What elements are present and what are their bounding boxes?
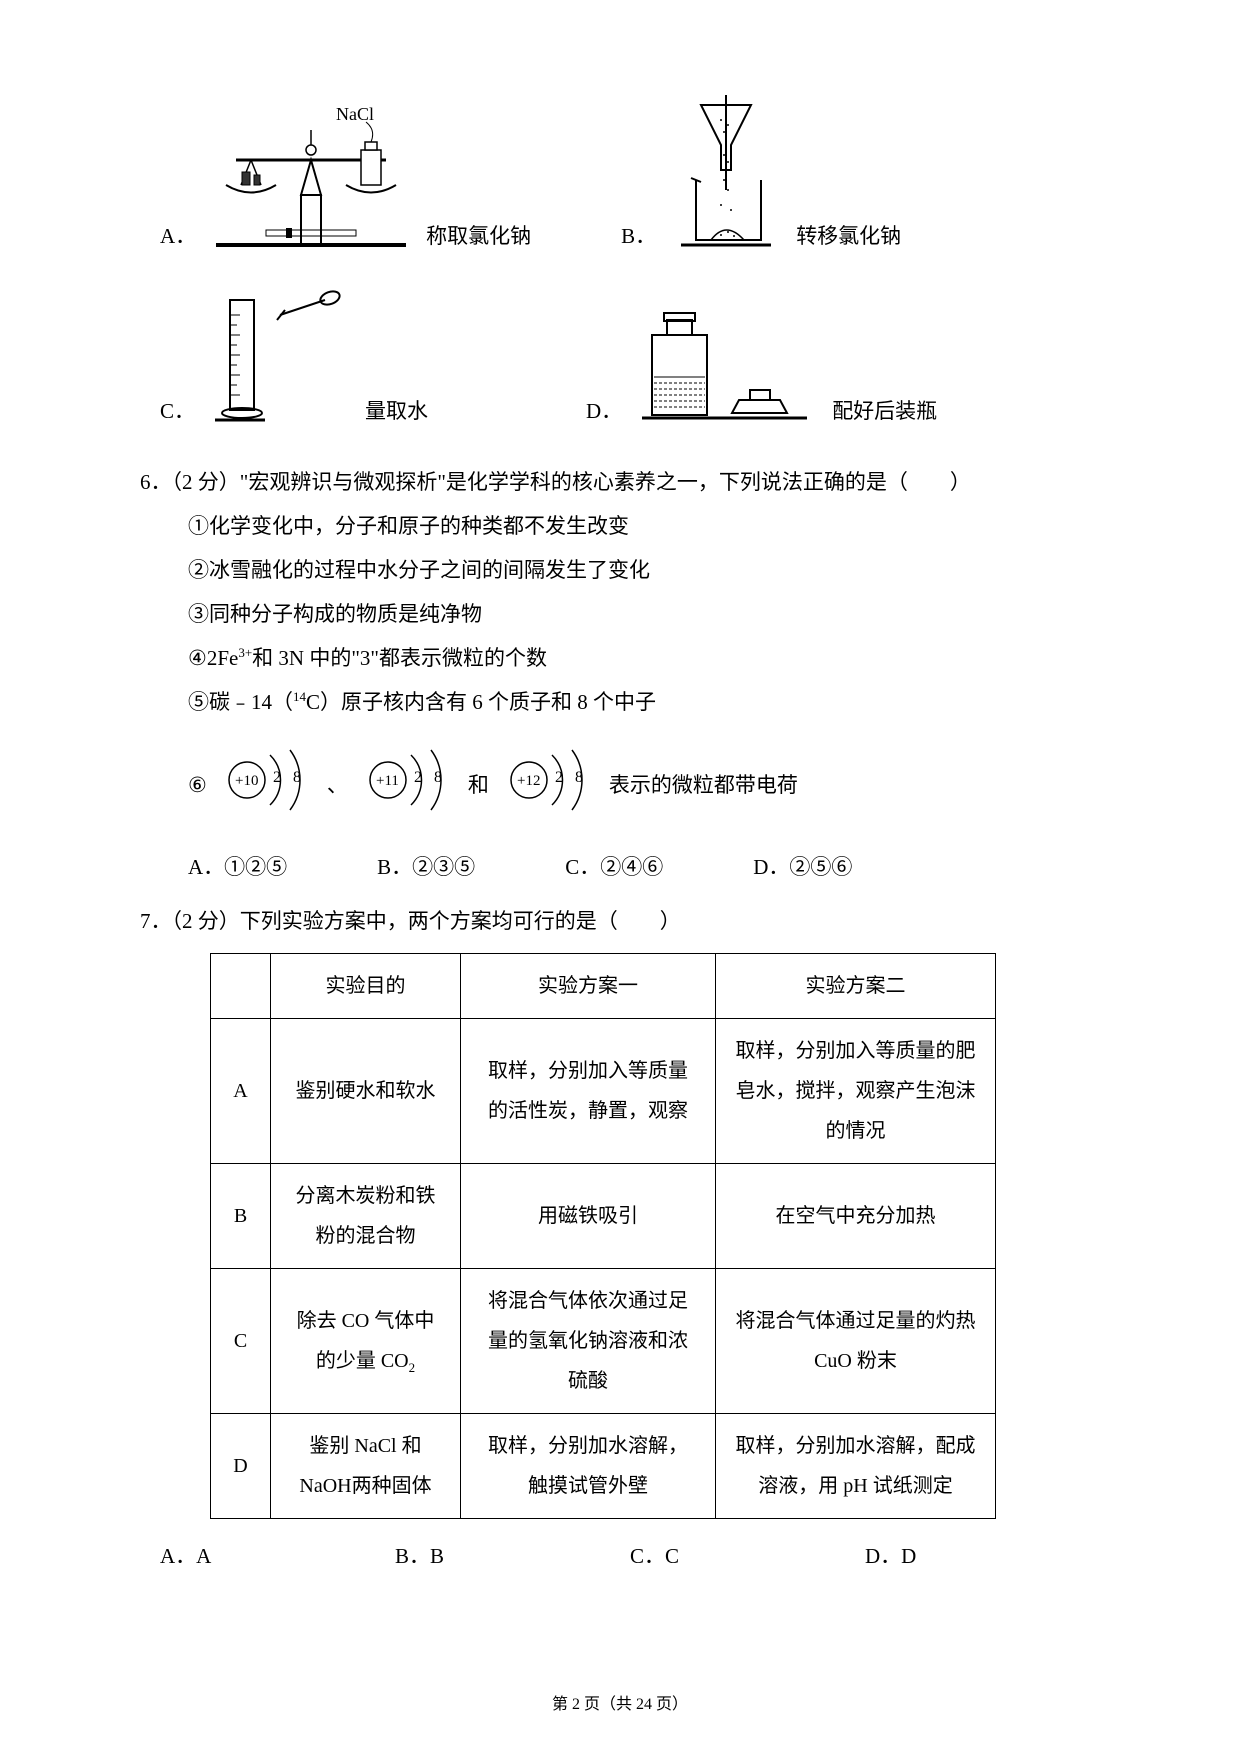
q7-options: A．A B．B C．C D．D [140,1534,1100,1578]
balance-scale-diagram: NaCl [206,100,416,255]
q5-c-text: 量取水 [365,395,428,425]
q6-opt-c: C．②④⑥ [565,845,663,889]
q5-a-text: 称取氯化钠 [426,220,531,250]
q6-s6-suffix: 表示的微粒都带电荷 [609,763,798,807]
svg-text:8: 8 [293,769,301,786]
q5-b-text: 转移氯化钠 [796,220,901,250]
q7-stem: 7．（2 分）下列实验方案中，两个方案均可行的是（ ） [140,899,1100,943]
atom-diagram-1: +10 2 8 [222,740,312,830]
q7-th2: 实验方案一 [461,953,716,1018]
graduated-cylinder-diagram [205,285,355,430]
svg-text:8: 8 [575,769,583,786]
q5-option-d: D． 配好后装瓶 [586,285,937,430]
svg-text:2: 2 [273,769,281,786]
q7-opt-c: C．C [630,1534,865,1578]
q6-opt-d: D．②⑤⑥ [753,845,852,889]
q6-opt-a: A．①②⑤ [188,845,287,889]
question-7: 7．（2 分）下列实验方案中，两个方案均可行的是（ ） 实验目的 实验方案一 实… [140,899,1100,1578]
q7-opt-a: A．A [160,1534,395,1578]
q5-option-c: C． 量取水 [160,285,428,430]
table-row: D 鉴别 NaCl 和 NaOH两种固体 取样，分别加水溶解，触摸试管外壁 取样… [211,1413,996,1518]
question-6: 6．（2 分）"宏观辨识与微观探析"是化学学科的核心素养之一，下列说法正确的是（… [140,460,1100,889]
q5-a-letter: A． [160,220,196,250]
svg-text:+10: +10 [235,773,258,789]
q7-th3: 实验方案二 [716,953,996,1018]
q5-d-text: 配好后装瓶 [832,395,937,425]
q5-row-2: C． 量取水 [140,285,1100,430]
q6-options: A．①②⑤ B．②③⑤ C．②④⑥ D．②⑤⑥ [140,845,1100,889]
q5-option-b: B． 转移氯化钠 [621,90,901,255]
q5-b-letter: B． [621,220,656,250]
svg-text:+12: +12 [517,773,540,789]
table-row: C 除去 CO 气体中的少量 CO2 将混合气体依次通过足量的氢氧化钠溶液和浓硫… [211,1268,996,1413]
q6-s1: ①化学变化中，分子和原子的种类都不发生改变 [140,504,1100,548]
page-footer: 第 2 页（共 24 页） [0,1690,1240,1714]
bottling-diagram [632,285,822,430]
q6-s6-mid: 、 [327,763,348,807]
q7-opt-b: B．B [395,1534,630,1578]
svg-text:+11: +11 [376,773,399,789]
q6-s2: ②冰雪融化的过程中水分子之间的间隔发生了变化 [140,548,1100,592]
q6-opt-b: B．②③⑤ [377,845,475,889]
q7-th1: 实验目的 [271,953,461,1018]
atom-diagram-3: +12 2 8 [504,740,594,830]
svg-text:2: 2 [414,769,422,786]
q7-table: 实验目的 实验方案一 实验方案二 A 鉴别硬水和软水 取样，分别加入等质量的活性… [210,953,996,1519]
svg-text:2: 2 [555,769,563,786]
q5-option-a: A． NaCl [160,100,531,255]
table-row: A 鉴别硬水和软水 取样，分别加入等质量的活性炭，静置，观察 取样，分别加入等质… [211,1018,996,1163]
q5-c-letter: C． [160,395,195,425]
q5-row-1: A． NaCl [140,90,1100,255]
svg-text:8: 8 [434,769,442,786]
atom-diagram-2: +11 2 8 [363,740,453,830]
q6-s6-prefix: ⑥ [188,763,207,807]
funnel-beaker-diagram [666,90,786,255]
q6-stem: 6．（2 分）"宏观辨识与微观探析"是化学学科的核心素养之一，下列说法正确的是（… [140,460,1100,504]
table-row: B 分离木炭粉和铁粉的混合物 用磁铁吸引 在空气中充分加热 [211,1163,996,1268]
q6-s3: ③同种分子构成的物质是纯净物 [140,592,1100,636]
q6-s5: ⑤碳﹣14（14C）原子核内含有 6 个质子和 8 个中子 [140,680,1100,724]
q6-s6: ⑥ +10 2 8 、 +11 2 8 和 [140,740,1100,830]
q6-s6-and: 和 [468,763,489,807]
q5-d-letter: D． [586,395,622,425]
nacl-label: NaCl [336,104,374,124]
q7-opt-d: D．D [865,1534,1100,1578]
q6-s4: ④2Fe3+和 3N 中的"3"都表示微粒的个数 [140,636,1100,680]
